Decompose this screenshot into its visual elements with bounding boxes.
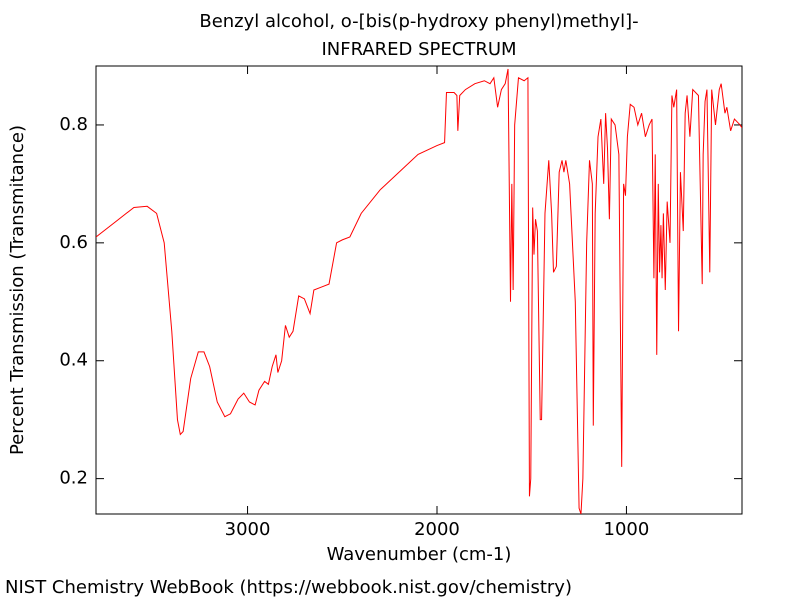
y-tick-label: 0.8: [59, 114, 88, 135]
y-tick-label: 0.6: [59, 232, 88, 253]
plot-frame: [95, 65, 743, 515]
x-tick-label: 2000: [414, 519, 460, 540]
x-tick-label: 3000: [225, 519, 271, 540]
spectrum-line: [96, 68, 742, 514]
x-tick-label: 1000: [604, 519, 650, 540]
footer: NIST Chemistry WebBook (https://webbook.…: [5, 577, 572, 598]
x-axis-label: Wavenumber (cm-1): [327, 544, 512, 565]
chart-subtitle: INFRARED SPECTRUM: [321, 39, 516, 60]
y-tick-label: 0.2: [59, 468, 88, 489]
y-axis-label: Percent Transmission (Transmitance): [7, 125, 28, 455]
chart-title: Benzyl alcohol, o-[bis(p-hydroxy phenyl)…: [199, 11, 638, 32]
y-tick-label: 0.4: [59, 350, 88, 371]
